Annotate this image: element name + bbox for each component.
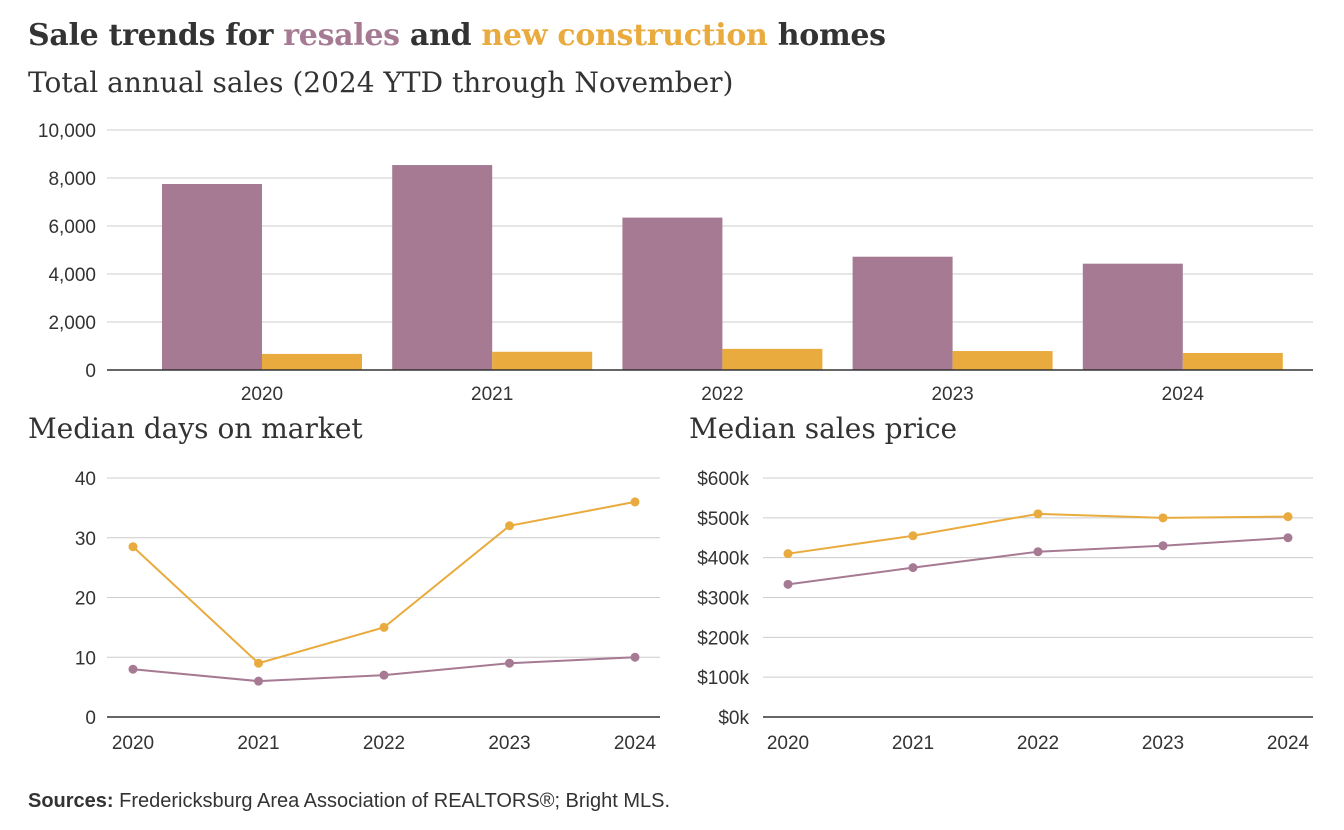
bar-resales-2022 — [622, 217, 723, 370]
median-price-y-tick-label: $600k — [697, 469, 749, 490]
median-price-y-tick-label: $300k — [697, 589, 749, 610]
title-text: homes — [767, 18, 886, 53]
days-on-market-point-resales-2024 — [630, 652, 640, 662]
bar-resales-2023 — [852, 256, 953, 370]
days-on-market-point-resales-2023 — [505, 658, 514, 668]
days-on-market-y-tick-label: 40 — [75, 469, 96, 490]
days-on-market-y-tick-label: 20 — [75, 589, 96, 610]
median-price-point-new_construction-2022 — [1033, 509, 1043, 519]
median-price-y-tick-label: $500k — [697, 509, 749, 530]
annual-sales-y-tick-label: 0 — [85, 361, 96, 382]
median-price-point-new_construction-2024 — [1283, 512, 1293, 522]
days-on-market-x-tick-label: 2021 — [237, 733, 279, 754]
median-price-x-tick-label: 2021 — [892, 733, 934, 754]
title-resales-text: resales — [283, 18, 400, 53]
source-label: Sources: — [28, 790, 114, 812]
days-on-market-title: Median days on market — [28, 412, 363, 445]
bar-resales-2021 — [392, 165, 493, 370]
bar-resales-2020 — [162, 184, 262, 370]
days-on-market-point-new_construction-2020 — [128, 542, 138, 552]
days-on-market-y-tick-label: 0 — [85, 708, 96, 729]
days-on-market-y-tick-label: 30 — [75, 529, 96, 550]
days-on-market-point-new_construction-2022 — [379, 622, 389, 632]
annual-sales-y-tick-label: 4,000 — [48, 265, 96, 286]
annual-sales-y-tick-label: 10,000 — [38, 121, 96, 142]
median-price-point-new_construction-2021 — [908, 531, 918, 541]
title-text: Sale trends for — [28, 18, 284, 53]
annual-sales-y-tick-label: 2,000 — [48, 313, 96, 334]
bar-new_construction-2022 — [722, 348, 823, 370]
source-text: Fredericksburg Area Association of REALT… — [113, 790, 671, 812]
source-note: Sources: Fredericksburg Area Association… — [28, 790, 670, 813]
median-price-y-tick-label: $400k — [697, 549, 749, 570]
median-price-point-resales-2022 — [1033, 547, 1043, 557]
page-title: Sale trends for resales and new construc… — [28, 18, 886, 53]
median-price-point-new_construction-2020 — [783, 549, 793, 559]
annual-sales-y-tick-label: 6,000 — [48, 217, 96, 238]
annual-sales-x-tick-label: 2023 — [931, 384, 973, 405]
days-on-market-x-tick-label: 2020 — [112, 733, 154, 754]
title-new-construction-text: new construction — [481, 18, 768, 53]
days-on-market-x-tick-label: 2022 — [363, 733, 405, 754]
annual-sales-x-tick-label: 2020 — [241, 384, 283, 405]
median-price-y-tick-label: $100k — [697, 668, 749, 689]
days-on-market-point-resales-2021 — [254, 676, 263, 686]
days-on-market-point-resales-2020 — [128, 664, 138, 674]
bar-new_construction-2023 — [952, 351, 1053, 370]
days-on-market-point-new_construction-2023 — [505, 521, 514, 531]
median-price-point-resales-2024 — [1283, 533, 1293, 543]
bar-resales-2024 — [1082, 263, 1183, 370]
median-price-point-resales-2020 — [783, 579, 793, 589]
annual-sales-x-tick-label: 2024 — [1162, 384, 1205, 405]
bar-new_construction-2024 — [1182, 352, 1283, 370]
days-on-market-y-tick-label: 10 — [75, 648, 96, 669]
days-on-market-x-tick-label: 2024 — [614, 733, 657, 754]
median-price-x-tick-label: 2023 — [1142, 733, 1184, 754]
median-price-point-resales-2021 — [908, 563, 918, 573]
annual-sales-x-tick-label: 2021 — [471, 384, 513, 405]
median-price-title: Median sales price — [689, 412, 958, 445]
median-price-y-tick-label: $200k — [697, 628, 749, 649]
title-text: and — [399, 18, 482, 53]
median-price-x-tick-label: 2022 — [1017, 733, 1059, 754]
median-price-y-tick-label: $0k — [718, 708, 749, 729]
median-price-point-resales-2023 — [1158, 541, 1168, 551]
median-price-x-tick-label: 2024 — [1267, 733, 1310, 754]
median-price-line-resales — [787, 536, 1289, 586]
days-on-market-line-new_construction — [132, 500, 636, 665]
median-price-x-tick-label: 2020 — [767, 733, 809, 754]
bar-new_construction-2021 — [492, 351, 593, 370]
annual-sales-title: Total annual sales (2024 YTD through Nov… — [28, 66, 734, 99]
days-on-market-point-new_construction-2024 — [630, 497, 640, 507]
days-on-market-point-new_construction-2021 — [254, 658, 263, 668]
bar-new_construction-2020 — [262, 353, 362, 370]
median-price-point-new_construction-2023 — [1158, 513, 1168, 523]
annual-sales-x-tick-label: 2022 — [701, 384, 743, 405]
days-on-market-x-tick-label: 2023 — [488, 733, 530, 754]
annual-sales-y-tick-label: 8,000 — [48, 169, 96, 190]
days-on-market-point-resales-2022 — [379, 670, 389, 680]
